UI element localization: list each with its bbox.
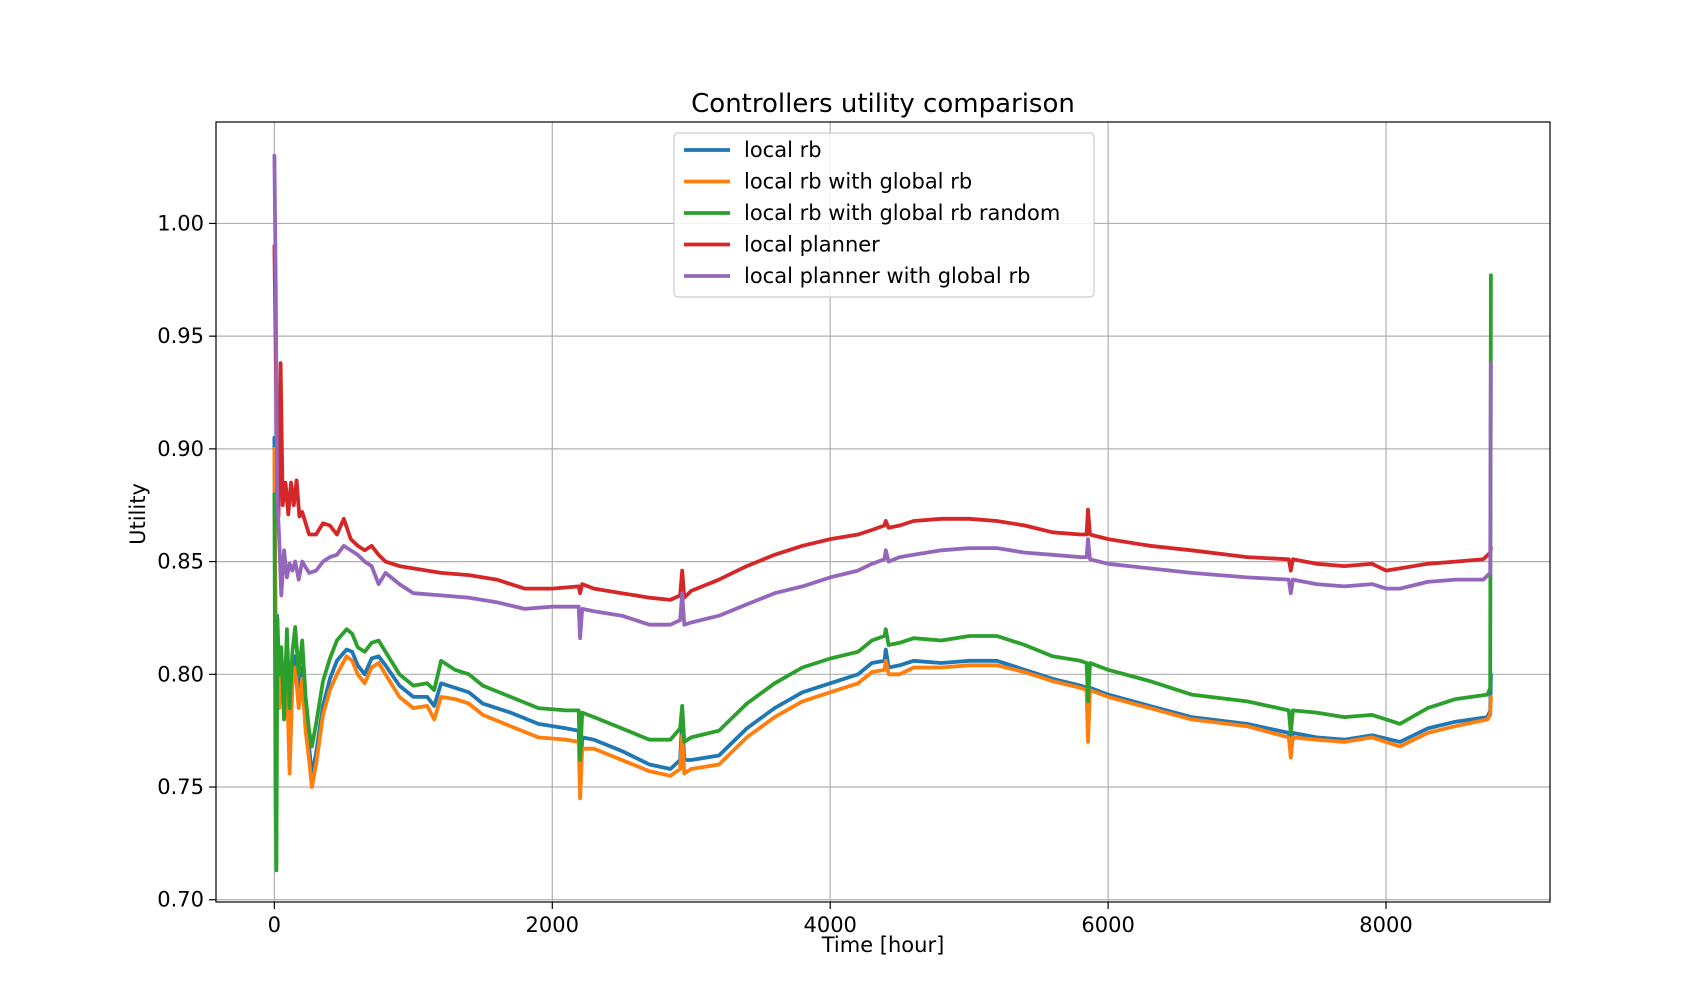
y-tick-label: 0.90 [157, 437, 204, 461]
x-tick-label: 0 [268, 913, 281, 937]
x-tick-label: 8000 [1359, 913, 1412, 937]
y-axis-label: Utility [126, 483, 150, 545]
series-lines [272, 153, 1493, 873]
legend-label-local-rb-with-global-rb-random: local rb with global rb random [744, 201, 1060, 225]
plot-area-frame [215, 121, 1551, 903]
x-tick-label: 2000 [526, 913, 579, 937]
series-line-local-rb-with-global-rb [272, 447, 1493, 801]
series-line-local-planner [272, 244, 1493, 602]
legend-box [673, 132, 1095, 298]
y-axis-ticks: 0.70 0.75 0.80 0.85 0.90 0.95 1.00 [157, 211, 216, 912]
legend-label-local-planner-with-global-rb: local planner with global rb [744, 264, 1030, 288]
chart-title: Controllers utility comparison [691, 89, 1075, 119]
series-line-local-rb-with-global-rb-random [272, 273, 1493, 873]
legend-label-local-rb: local rb [744, 138, 822, 162]
series-line-local-planner-with-global-rb [272, 153, 1493, 641]
y-tick-label: 0.80 [157, 662, 204, 686]
y-tick-label: 1.00 [157, 211, 204, 235]
legend: local rb local rb with global rb local rb … [673, 132, 1095, 298]
series-line-local-rb [272, 435, 1493, 785]
y-tick-label: 0.75 [157, 775, 204, 799]
x-tick-label: 6000 [1081, 913, 1134, 937]
x-axis-ticks: 0 2000 4000 6000 8000 [268, 902, 1413, 937]
x-tick-label: 4000 [803, 913, 856, 937]
y-tick-label: 0.85 [157, 550, 204, 574]
y-tick-label: 0.70 [157, 888, 204, 912]
legend-label-local-planner: local planner [744, 233, 880, 257]
y-tick-label: 0.95 [157, 324, 204, 348]
legend-label-local-rb-with-global-rb: local rb with global rb [744, 170, 972, 194]
x-axis-label: Time [hour] [821, 933, 945, 957]
